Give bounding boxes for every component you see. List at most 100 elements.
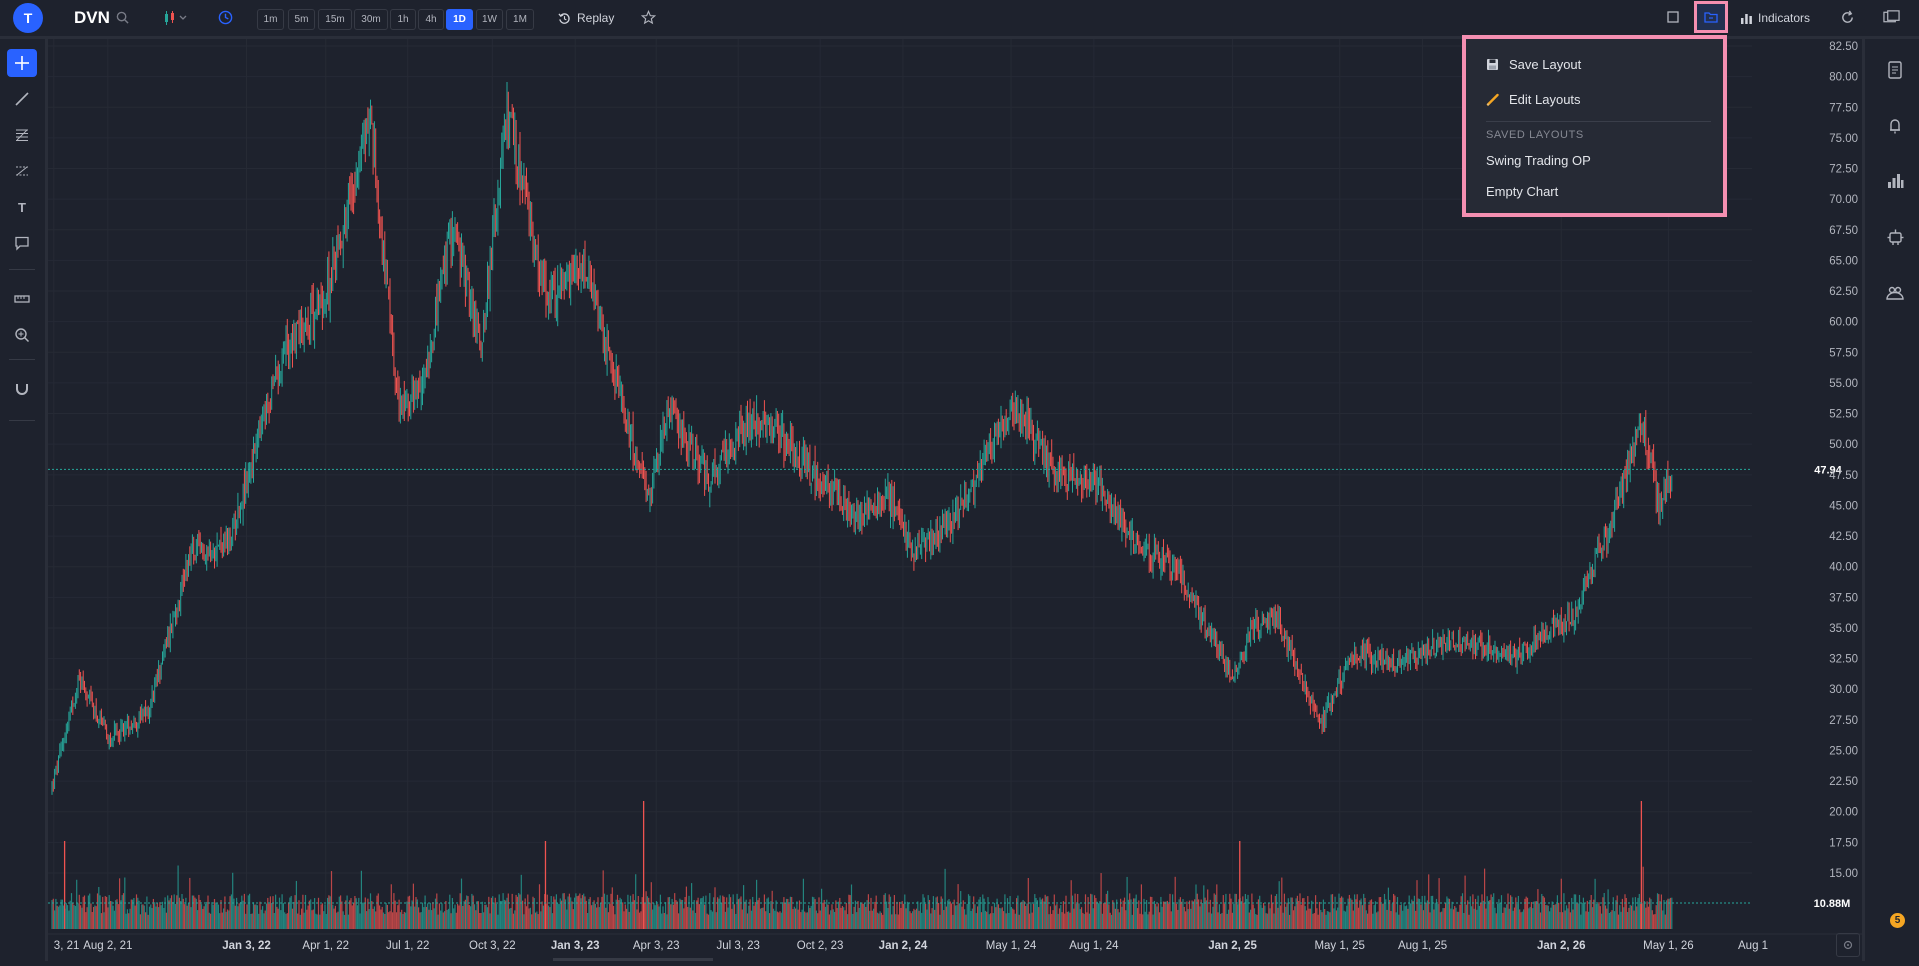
time-tick-label: Oct 2, 23 <box>797 940 844 952</box>
indicators-button[interactable]: Indicators <box>1740 11 1810 25</box>
timeframe-1d[interactable]: 1D <box>446 9 473 30</box>
price-tick-label: 35.00 <box>1829 623 1858 635</box>
edit-layouts-item[interactable]: Edit Layouts <box>1486 92 1581 107</box>
search-icon[interactable] <box>116 11 129 24</box>
price-tick-label: 52.50 <box>1829 409 1858 421</box>
reset-scale-button[interactable] <box>1836 933 1860 957</box>
layouts-dropdown: Save Layout Edit Layouts SAVED LAYOUTS S… <box>1462 35 1727 217</box>
time-tick-label: May 1, 26 <box>1643 940 1694 952</box>
price-tick-label: 40.00 <box>1829 562 1858 574</box>
price-tick-label: 80.00 <box>1829 72 1858 84</box>
price-tick-label: 60.00 <box>1829 317 1858 329</box>
zoom-tool[interactable] <box>7 321 37 349</box>
candlestick-chart-type-icon[interactable] <box>163 11 189 25</box>
fib-icon <box>16 129 28 141</box>
price-tick-label: 37.50 <box>1829 592 1858 604</box>
robot-icon[interactable] <box>1883 225 1907 249</box>
star-icon[interactable] <box>641 10 656 25</box>
price-tick-label: 45.00 <box>1829 500 1858 512</box>
comment-icon <box>15 236 29 251</box>
price-tick-label: 20.00 <box>1829 807 1858 819</box>
price-tick-label: 82.50 <box>1829 41 1858 53</box>
replay-icon <box>558 12 570 24</box>
time-tick-label: Jan 2, 26 <box>1537 940 1586 952</box>
time-tick-label: May 1, 25 <box>1314 940 1365 952</box>
pencil-icon <box>1486 93 1499 106</box>
time-tick-label: Jan 3, 22 <box>222 940 271 952</box>
screenshot-icon[interactable] <box>1883 10 1900 24</box>
price-axis[interactable] <box>1752 39 1812 961</box>
price-tick-label: 27.50 <box>1829 715 1858 727</box>
folder-icon <box>1704 12 1718 23</box>
price-tick-label: 67.50 <box>1829 225 1858 237</box>
fullscreen-square-icon[interactable] <box>1667 11 1679 23</box>
timeframe-30m[interactable]: 30m <box>354 9 388 30</box>
text-tool[interactable]: T <box>7 193 37 221</box>
price-tick-label: 30.00 <box>1829 684 1858 696</box>
save-layout-item[interactable]: Save Layout <box>1486 57 1581 72</box>
time-tick-label: Jul 1, 22 <box>386 940 429 952</box>
timeframe-4h[interactable]: 4h <box>418 9 444 30</box>
trendline-icon <box>15 92 29 106</box>
layout-item-empty-chart[interactable]: Empty Chart <box>1486 184 1559 199</box>
timeframe-1mo[interactable]: 1M <box>506 9 534 30</box>
clock-icon[interactable] <box>218 10 233 25</box>
price-tick-label: 47.50 <box>1829 470 1858 482</box>
time-tick-label: Aug 1, 24 <box>1069 940 1119 952</box>
timeframe-5m[interactable]: 5m <box>288 9 315 30</box>
toolbar-divider <box>9 420 35 421</box>
timeframe-15m[interactable]: 15m <box>318 9 352 30</box>
toolbar-divider <box>9 359 35 360</box>
ruler-tool[interactable] <box>7 285 37 313</box>
replay-button[interactable]: Replay <box>558 11 614 25</box>
bar-chart-icon[interactable] <box>1883 169 1907 193</box>
price-tick-label: 72.50 <box>1829 164 1858 176</box>
pattern-tool[interactable] <box>7 157 37 185</box>
time-tick-label: Apr 3, 23 <box>633 940 680 952</box>
trendline-tool[interactable] <box>7 85 37 113</box>
timeframe-1m[interactable]: 1m <box>257 9 284 30</box>
price-tick-label: 55.00 <box>1829 378 1858 390</box>
refresh-icon[interactable] <box>1840 10 1855 25</box>
time-tick-label: May 1, 24 <box>986 940 1037 952</box>
time-tick-label: 3, 21 <box>54 940 80 952</box>
watchlist-icon[interactable] <box>1883 58 1907 82</box>
price-tick-label: 77.50 <box>1829 102 1858 114</box>
price-tick-label: 65.00 <box>1829 255 1858 267</box>
right-sidebar <box>1862 39 1919 961</box>
chart-canvas[interactable]: 47.94 10.88M 82.50 80.00 77.50 75.00 72.50 70.… <box>48 39 1862 961</box>
time-tick-label: Oct 3, 22 <box>469 940 516 952</box>
save-icon <box>1487 59 1498 70</box>
time-tick-label: Jul 3, 23 <box>716 940 759 952</box>
crosshair-tool[interactable] <box>7 49 37 77</box>
notification-badge[interactable]: 5 <box>1890 913 1905 928</box>
layouts-button[interactable] <box>1694 1 1728 33</box>
price-tick-label: 42.50 <box>1829 531 1858 543</box>
symbol-name[interactable]: DVN <box>74 8 110 27</box>
alert-icon[interactable] <box>1883 114 1907 138</box>
drawing-toolbar: T <box>0 39 48 961</box>
time-tick-label: Aug 1, 25 <box>1398 940 1447 952</box>
timeframe-1h[interactable]: 1h <box>390 9 416 30</box>
price-tick-label: 57.50 <box>1829 347 1858 359</box>
toolbar-divider <box>9 269 35 270</box>
fib-retracement-tool[interactable] <box>7 121 37 149</box>
layout-item-swing-trading[interactable]: Swing Trading OP <box>1486 153 1591 168</box>
price-tick-label: 25.00 <box>1829 745 1858 757</box>
time-tick-label: Jan 2, 25 <box>1208 940 1257 952</box>
price-tick-label: 70.00 <box>1829 194 1858 206</box>
last-price-label: 47.94 <box>1814 464 1842 476</box>
price-tick-label: 22.50 <box>1829 776 1858 788</box>
price-tick-label: 15.00 <box>1829 868 1858 880</box>
zoom-in-icon <box>15 328 30 343</box>
price-tick-label: 32.50 <box>1829 654 1858 666</box>
pattern-icon <box>16 166 28 176</box>
time-tick-label: Jan 2, 24 <box>879 940 928 952</box>
magnet-tool[interactable] <box>7 375 37 403</box>
user-avatar[interactable]: T <box>13 3 43 33</box>
timeframe-1w[interactable]: 1W <box>476 9 503 30</box>
time-scrollbar[interactable] <box>553 958 713 961</box>
comment-tool[interactable] <box>7 229 37 257</box>
time-tick-label: Aug 1 <box>1738 940 1768 952</box>
community-icon[interactable] <box>1883 281 1907 305</box>
